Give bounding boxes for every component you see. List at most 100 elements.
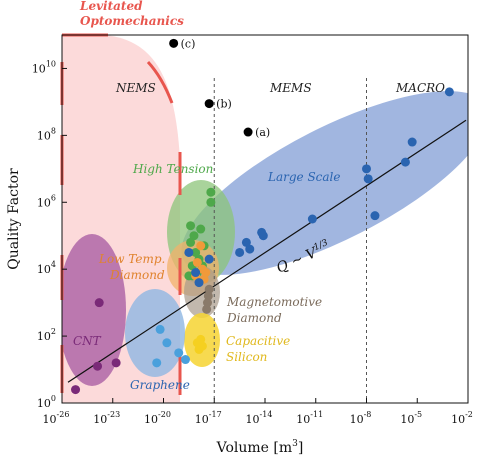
annotated-point-label: (b) (216, 98, 232, 111)
x-tick-label: 10-17 (195, 410, 222, 426)
trend-line (67, 119, 467, 383)
high-tension-point (186, 237, 196, 247)
high-tension-point (191, 247, 201, 257)
x-tick-sup: -11 (310, 410, 323, 419)
annotated-point-label: (a) (255, 126, 270, 139)
graphene-point (174, 348, 184, 358)
cnt-point (94, 298, 104, 308)
x-axis-title: Volume [m3] (216, 439, 304, 456)
cnt-point (111, 358, 121, 368)
large-scale-label: Large Scale (267, 170, 341, 184)
graphene-label: Graphene (130, 378, 190, 392)
large-scale-point (257, 227, 267, 237)
magnetomotive-diamond-point (203, 291, 213, 301)
y-tick-label: 106 (37, 193, 56, 209)
y-tick-sup: 2 (51, 327, 56, 336)
x-axis-title-sup: 3 (292, 439, 298, 449)
x-tick-base: 10 (195, 413, 209, 426)
large-scale-point (407, 137, 417, 147)
large-scale-point (241, 237, 251, 247)
magnetomotive-label-line1: Magnetomotive (226, 295, 322, 309)
y-tick-label: 108 (37, 126, 56, 142)
y-tick-base: 10 (37, 330, 51, 343)
high-tension-point (184, 271, 194, 281)
x-tick-base: 10 (144, 413, 158, 426)
cnt-point (71, 385, 81, 395)
y-tick-sup: 10 (46, 59, 56, 68)
mems-label: MEMS (269, 81, 312, 95)
x-tick-sup: -2 (465, 410, 473, 419)
large-scale-point (444, 87, 454, 97)
x-tick-sup: -14 (260, 410, 273, 419)
graphene-point (180, 355, 190, 365)
y-tick-base: 10 (37, 196, 51, 209)
annotated-point (243, 127, 253, 137)
x-tick-sup: -17 (209, 410, 222, 419)
capacitive-silicon-point (197, 341, 207, 351)
nems-label: NEMS (115, 81, 156, 95)
large-scale-point (184, 247, 194, 257)
low-temp-label-line2: Diamond (109, 268, 165, 282)
macro-label: MACRO (395, 81, 445, 95)
x-axis-title-main: Volume [m (216, 440, 293, 456)
low-temp-diamond-point (196, 241, 206, 251)
large-scale-point (307, 214, 317, 224)
large-scale-region (181, 91, 468, 275)
x-tick-base: 10 (43, 413, 57, 426)
y-tick-sup: 6 (51, 193, 56, 202)
cnt-region (62, 234, 126, 386)
y-axis-title: Quality Factor (6, 168, 22, 270)
x-tick-base: 10 (246, 413, 260, 426)
capacitive-label-line1: Capacitive (226, 334, 290, 348)
x-tick-base: 10 (296, 413, 310, 426)
high-tension-point (206, 197, 216, 207)
x-tick-label: 10-23 (93, 410, 120, 426)
magnetomotive-diamond-point (204, 284, 214, 294)
high-tension-point (186, 221, 196, 231)
y-tick-base: 10 (37, 263, 51, 276)
x-tick-base: 10 (93, 413, 107, 426)
x-tick-label: 10-26 (43, 410, 70, 426)
capacitive-label-line2: Silicon (226, 350, 267, 364)
large-scale-point (235, 247, 245, 257)
y-tick-sup: 4 (51, 260, 56, 269)
graphene-point (162, 338, 172, 348)
y-tick-base: 10 (37, 129, 51, 142)
graphene-region (125, 289, 185, 377)
large-scale-point (370, 211, 380, 221)
x-tick-base: 10 (400, 413, 414, 426)
low-temp-label-line1: Low Temp. (98, 252, 165, 266)
large-scale-point (194, 278, 204, 288)
y-tick-base: 10 (37, 397, 51, 410)
x-axis-title-end: ] (298, 440, 303, 456)
high-tension-point (206, 187, 216, 197)
graphene-point (155, 324, 165, 334)
magnetomotive-label-line2: Diamond (226, 311, 282, 325)
graphene-point (152, 358, 162, 368)
high-tension-point (196, 224, 206, 234)
x-tick-sup: -8 (364, 410, 372, 419)
x-tick-label: 10-5 (400, 410, 422, 426)
x-tick-sup: -5 (414, 410, 422, 419)
magnetomotive-diamond-point (202, 304, 212, 314)
x-tick-label: 10-20 (144, 410, 171, 426)
x-tick-sup: -26 (57, 410, 70, 419)
large-scale-point (362, 164, 371, 174)
large-scale-point (400, 157, 410, 167)
magnetomotive-diamond-point (202, 298, 212, 308)
x-tick-label: 10-2 (451, 410, 473, 426)
low-temp-diamond-point (192, 257, 202, 267)
y-tick-sup: 0 (51, 394, 56, 403)
high-tension-point (189, 231, 199, 241)
annotated-point (169, 38, 179, 48)
x-tick-base: 10 (350, 413, 364, 426)
y-tick-label: 1010 (32, 59, 56, 75)
x-tick-label: 10-8 (350, 410, 372, 426)
y-tick-label: 102 (37, 327, 56, 343)
high-tension-label: High Tension (132, 162, 213, 176)
large-scale-point (204, 254, 214, 264)
cnt-point (93, 361, 103, 371)
large-scale-point (245, 244, 255, 254)
x-tick-label: 10-11 (296, 410, 323, 426)
y-tick-label: 100 (37, 394, 56, 410)
